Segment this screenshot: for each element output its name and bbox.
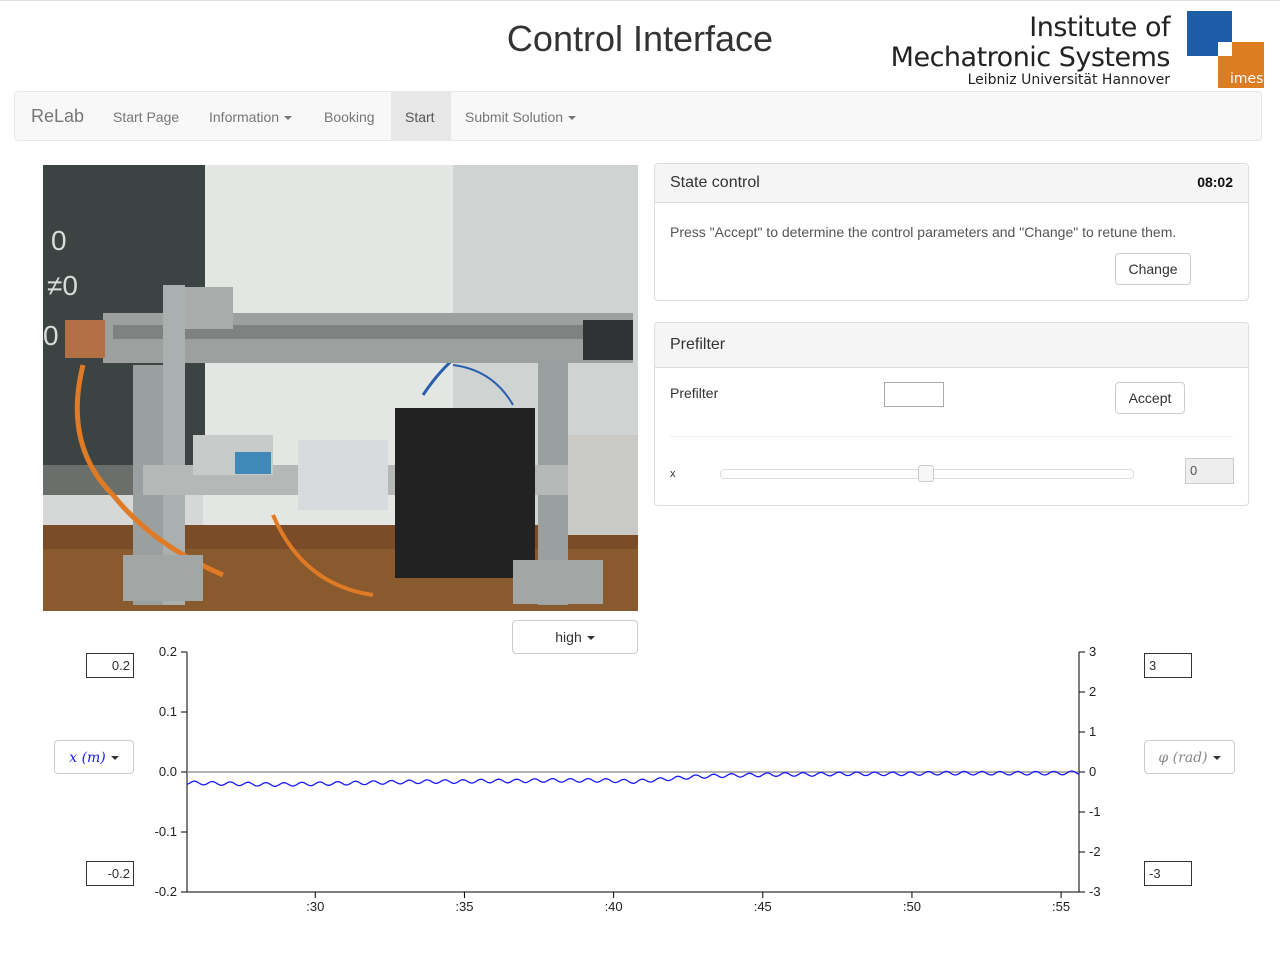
logo-badge: imes [1230, 71, 1264, 87]
right-axis-label: φ (rad) [1158, 750, 1208, 766]
left-axis-min-input[interactable]: -0.2 [86, 861, 134, 886]
left-axis-label: x (m) [69, 750, 106, 766]
left-tick-label: 0.0 [159, 764, 177, 779]
quality-dropdown[interactable]: high [512, 620, 638, 654]
svg-text:0: 0 [51, 225, 67, 256]
session-timer: 08:02 [1197, 174, 1233, 190]
logo-line-2: Mechatronic Systems [890, 42, 1171, 73]
logo-line-1: Institute of [1029, 12, 1170, 43]
panel-heading: State control 08:02 [655, 164, 1248, 203]
nav-item-label: Information [209, 109, 280, 125]
panel-heading: Prefilter [655, 323, 1248, 368]
right-tick-label: -3 [1089, 884, 1101, 899]
caret-down-icon [1212, 756, 1221, 761]
navbar-brand[interactable]: ReLab [31, 106, 85, 126]
prefilter-input[interactable] [884, 382, 944, 407]
x-tick-label: :50 [903, 899, 921, 914]
left-axis-signal-dropdown[interactable]: x (m) [54, 740, 134, 774]
right-tick-label: -1 [1089, 804, 1101, 819]
left-tick-label: 0.2 [159, 644, 177, 659]
right-tick-label: 1 [1089, 724, 1096, 739]
caret-down-icon [568, 116, 577, 121]
x-tick-label: :40 [605, 899, 623, 914]
nav-item-start-page[interactable]: Start Page [99, 92, 193, 140]
navbar: ReLab Start Page Information Booking Sta… [14, 91, 1262, 141]
left-tick-label: -0.1 [155, 824, 177, 839]
quality-selected: high [555, 629, 582, 645]
caret-down-icon [284, 116, 293, 121]
nav-item-label: Submit Solution [465, 109, 564, 125]
right-axis-signal-dropdown[interactable]: φ (rad) [1144, 740, 1235, 774]
nav-item-booking[interactable]: Booking [310, 92, 389, 140]
logo-line-3: Leibniz Universität Hannover [967, 72, 1170, 88]
right-tick-label: -2 [1089, 844, 1101, 859]
accept-button[interactable]: Accept [1115, 382, 1185, 414]
nav-item-start[interactable]: Start [391, 92, 451, 140]
right-axis-max-input[interactable]: 3 [1144, 653, 1192, 678]
svg-text:≠0: ≠0 [47, 270, 78, 301]
webcam-video: 0 ≠0 0 [43, 165, 638, 611]
caret-down-icon [586, 636, 595, 641]
nav-item-submit-solution[interactable]: Submit Solution [451, 92, 590, 140]
nav-item-information[interactable]: Information [195, 92, 306, 140]
x-tick-label: :55 [1052, 899, 1070, 914]
right-tick-label: 0 [1089, 764, 1096, 779]
x-tick-label: :35 [455, 899, 473, 914]
change-button[interactable]: Change [1115, 253, 1191, 285]
left-tick-label: -0.2 [155, 884, 177, 899]
prefilter-label: Prefilter [670, 385, 719, 401]
logo-white-notch [1218, 42, 1232, 56]
x-series-line [186, 770, 1080, 788]
webcam-frame: 0 ≠0 0 [43, 165, 638, 611]
x-tick-label: :30 [306, 899, 324, 914]
top-border [0, 0, 1280, 1]
nav-item-label: Booking [324, 109, 375, 125]
right-tick-label: 3 [1089, 644, 1096, 659]
prefilter-title: Prefilter [670, 336, 726, 353]
x-slider-handle[interactable] [918, 465, 934, 482]
right-axis-min-input[interactable]: -3 [1144, 861, 1192, 886]
right-tick-label: 2 [1089, 684, 1096, 699]
state-control-panel: State control 08:02 Press "Accept" to de… [654, 163, 1249, 301]
institute-logo: Institute of Mechatronic Systems Leibniz… [891, 10, 1270, 90]
caret-down-icon [110, 756, 119, 761]
slider-label: x [670, 468, 676, 480]
page-title: Control Interface [506, 18, 774, 59]
nav-item-label: Start Page [113, 109, 180, 125]
left-axis-max-input[interactable]: 0.2 [86, 653, 134, 678]
left-tick-label: 0.1 [159, 704, 177, 719]
state-control-description: Press "Accept" to determine the control … [670, 224, 1177, 240]
x-tick-label: :45 [754, 899, 772, 914]
divider [670, 436, 1233, 437]
slider-value-display: 0 [1185, 458, 1234, 484]
prefilter-panel: Prefilter Prefilter Accept x 0 [654, 322, 1249, 506]
state-control-title: State control [670, 174, 760, 191]
svg-text:0: 0 [43, 320, 59, 351]
nav-item-label: Start [405, 109, 435, 125]
